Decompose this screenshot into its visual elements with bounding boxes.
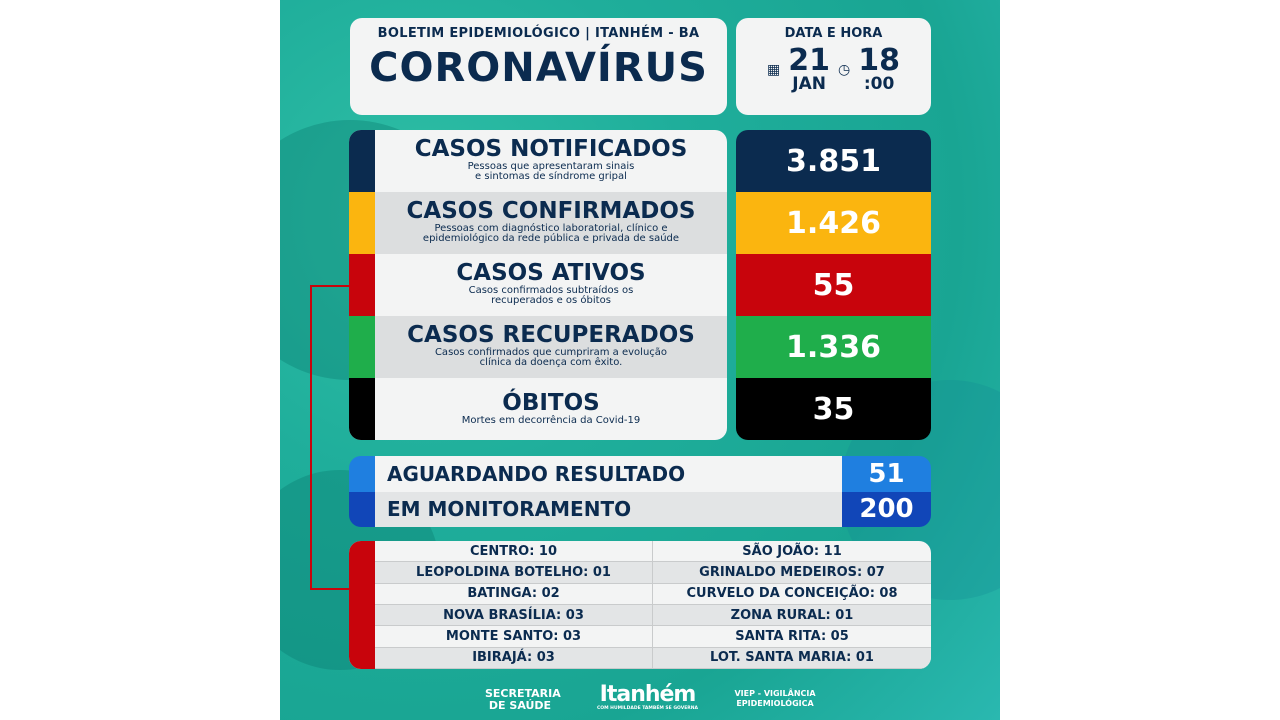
waiting-label: AGUARDANDO RESULTADO: [375, 456, 842, 492]
stat-row-notificados: CASOS NOTIFICADOS Pessoas que apresentara…: [349, 130, 727, 192]
neighborhood-cell: IBIRAJÁ: 03: [375, 647, 653, 669]
stat-title: CASOS RECUPERADOS: [407, 322, 695, 348]
date-month: JAN: [792, 74, 826, 94]
waiting-value: 51: [842, 456, 931, 492]
neighborhood-cell: LEOPOLDINA BOTELHO: 01: [375, 562, 653, 584]
stat-desc: Mortes em decorrência da Covid-19: [461, 415, 641, 426]
neighborhood-cell: SANTA RITA: 05: [653, 626, 931, 648]
stat-desc: Casos confirmados subtraídos os recupera…: [468, 285, 634, 306]
bulletin-subtitle: BOLETIM EPIDEMIOLÓGICO | ITANHÉM - BA: [377, 26, 700, 41]
neighborhood-cell: ZONA RURAL: 01: [653, 604, 931, 627]
header-card: BOLETIM EPIDEMIOLÓGICO | ITANHÉM - BA CO…: [350, 18, 727, 115]
monitoring-row: EM MONITORAMENTO 200: [349, 491, 931, 527]
page-title: CORONAVÍRUS: [369, 45, 708, 91]
value-ativos: 55: [736, 254, 931, 316]
connector-line: [310, 285, 350, 590]
itanhem-logo: Itanhém COM HUMILDADE TAMBÉM SE GOVERNA: [597, 682, 698, 712]
stat-desc: Casos confirmados que cumpriram a evoluç…: [434, 347, 668, 368]
clock-icon: ◷: [838, 62, 851, 78]
stat-row-obitos: ÓBITOS Mortes em decorrência da Covid-19: [349, 378, 727, 440]
neighborhood-cell: LOT. SANTA MARIA: 01: [653, 647, 931, 669]
calendar-icon: ▦: [767, 62, 781, 78]
monitoring-value: 200: [842, 491, 931, 527]
date-label: DATA E HORA: [784, 26, 883, 41]
stat-desc: Pessoas que apresentaram sinais e sintom…: [467, 161, 635, 182]
neighborhood-cell: CURVELO DA CONCEIÇÃO: 08: [653, 584, 931, 605]
value-notificados: 3.851: [736, 130, 931, 192]
footer-viep: VIEP - VIGILÂNCIA EPIDEMIOLÓGICA: [734, 689, 816, 708]
stat-title: CASOS NOTIFICADOS: [414, 136, 688, 162]
monitoring-label: EM MONITORAMENTO: [375, 491, 842, 527]
neighborhood-cell: SÃO JOÃO: 11: [653, 541, 931, 563]
date-card: DATA E HORA ▦ 21 JAN ◷ 18:00: [736, 18, 931, 115]
neighborhood-cell: GRINALDO MEDEIROS: 07: [653, 562, 931, 584]
neighborhood-cell: NOVA BRASÍLIA: 03: [375, 604, 653, 627]
time-minutes: :00: [863, 74, 895, 94]
neighborhood-cell: CENTRO: 10: [375, 541, 653, 563]
neighborhood-cell: BATINGA: 02: [375, 583, 653, 605]
stat-title: CASOS ATIVOS: [456, 260, 646, 286]
time-hour: 18: [858, 43, 900, 78]
stat-row-confirmados: CASOS CONFIRMADOS Pessoas com diagnóstico…: [349, 192, 727, 254]
stats-values: 3.851 1.426 55 1.336 35: [736, 130, 931, 440]
stat-row-ativos: CASOS ATIVOS Casos confirmados subtraídos…: [349, 254, 727, 316]
footer: SECRETARIA DE SAÚDE Itanhém COM HUMILDAD…: [280, 680, 1000, 720]
stats-labels: CASOS NOTIFICADOS Pessoas que apresentara…: [349, 130, 727, 440]
waiting-row: AGUARDANDO RESULTADO 51: [349, 456, 931, 492]
date-day: 21: [788, 43, 830, 78]
value-confirmados: 1.426: [736, 192, 931, 254]
neighborhood-cell: MONTE SANTO: 03: [375, 626, 653, 648]
value-recuperados: 1.336: [736, 316, 931, 378]
waiting-panel: AGUARDANDO RESULTADO 51 EM MONITORAMENTO 2…: [349, 456, 931, 527]
footer-secretaria: SECRETARIA DE SAÚDE: [485, 687, 561, 712]
value-obitos: 35: [736, 378, 931, 440]
neighborhoods-table: CENTRO: 10 SÃO JOÃO: 11 LEOPOLDINA BOTELHO…: [349, 541, 931, 669]
stat-title: CASOS CONFIRMADOS: [406, 198, 696, 224]
stat-title: ÓBITOS: [502, 390, 600, 416]
stat-row-recuperados: CASOS RECUPERADOS Casos confirmados que c…: [349, 316, 727, 378]
stat-desc: Pessoas com diagnóstico laboratorial, cl…: [422, 223, 680, 244]
bulletin-poster: BOLETIM EPIDEMIOLÓGICO | ITANHÉM - BA CO…: [280, 0, 1000, 720]
